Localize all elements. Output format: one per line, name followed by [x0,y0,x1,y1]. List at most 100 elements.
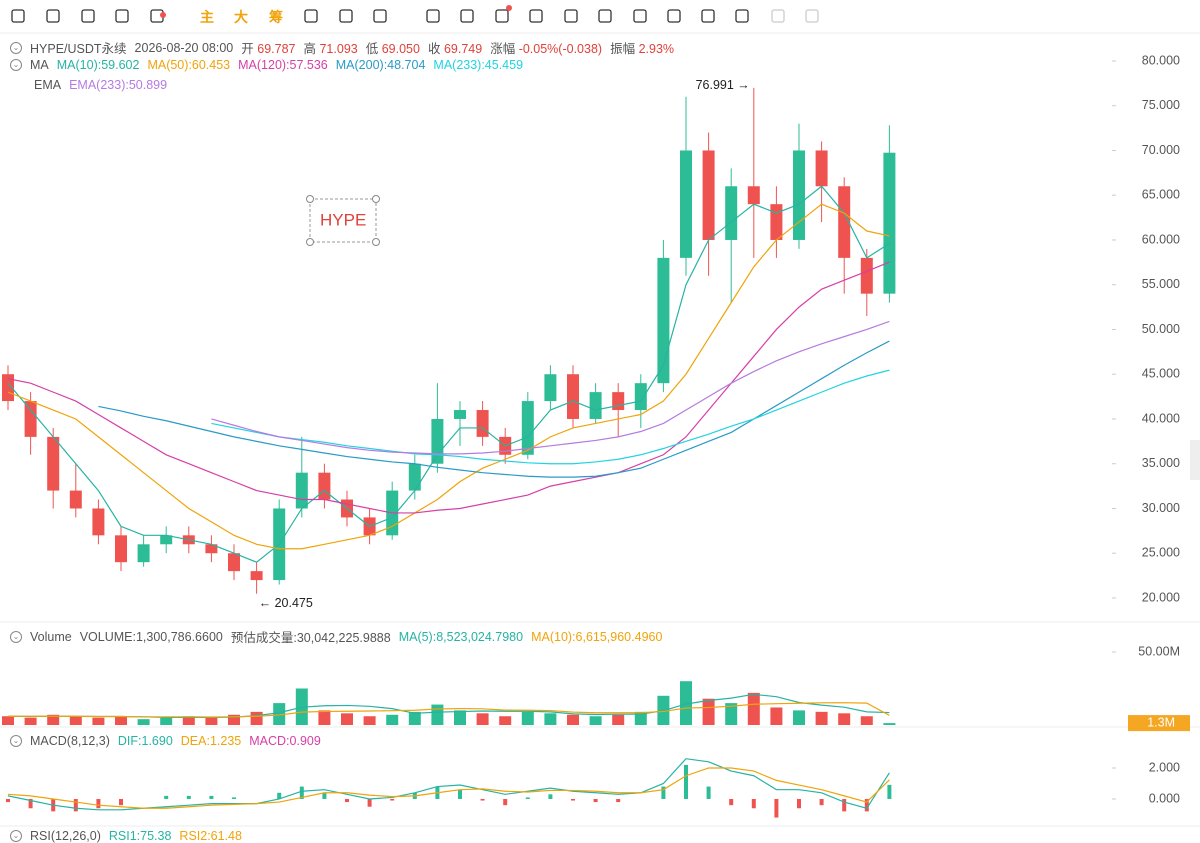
legend-entry: MA(200):48.704 [335,58,426,72]
y-tick-label: 70.000 [1142,143,1180,157]
tool-icon [46,9,60,23]
rsi-title: RSI(12,26,0) [30,829,101,843]
tool-icon [805,9,819,23]
tool-icon [304,9,318,23]
macd-bar [277,792,282,799]
collapse-icon[interactable]: ⌄ [10,735,22,747]
y-tick-label: 0.000 [1149,791,1180,805]
line [7,767,890,809]
tool-main[interactable]: 主 [200,9,214,25]
volume-bar [815,711,828,725]
volume-bar [567,714,579,725]
y-tick-label: 50.00M [1138,644,1180,658]
collapse-icon[interactable]: ⌄ [10,830,22,842]
candle-body [295,472,308,509]
field-value: 69.749 [443,42,483,56]
macd-bar [390,798,395,801]
drawing-handle [372,238,380,246]
macd-bar [819,798,824,806]
macd-bar [6,798,10,803]
macd-bar [209,795,214,799]
side-handle [1190,440,1200,480]
candle-body [160,535,173,545]
drawing-handle [372,195,380,203]
macd-legend: ⌄ MACD(8,12,3) DIF:1.690 DEA:1.235 MACD:0.… [10,734,321,748]
datetime: 2026-08-20 08:00 [134,40,234,55]
candle-body [69,490,82,509]
volume-bar [634,711,647,725]
field-label: 涨幅 [490,42,516,56]
macd-bar [751,798,756,809]
field-label: 高 [303,42,316,56]
y-tick-label: 50.000 [1142,322,1180,336]
ema-legend: EMA EMA(233):50.899 [34,78,167,92]
line [211,320,890,455]
tool-icon [373,9,387,23]
macd-bar [548,794,553,799]
tool-icon [701,9,715,23]
y-tick-label: 60.000 [1142,232,1180,246]
y-tick-label: 40.000 [1142,411,1180,425]
candle-body [680,150,692,258]
volume-bar [725,703,738,725]
collapse-icon[interactable]: ⌄ [10,41,22,54]
legend-entry: MA(10):6,615,960.4960 [531,629,663,644]
macd-bar [797,798,801,809]
volume-bar [92,717,105,725]
candle-body [115,535,127,563]
drawing-text: HYPE [320,210,366,229]
candle-body [521,401,534,455]
line [7,261,890,514]
macd-bar [299,786,304,799]
legend-entry: MA(5):8,523,024.7980 [398,629,524,644]
candle-body [47,436,60,491]
collapse-icon[interactable]: ⌄ [10,630,22,643]
field-value: 69.787 [257,42,296,56]
tool-icon [633,9,647,23]
y-tick-label: 45.000 [1142,367,1180,381]
y-tick-label: 80.000 [1142,53,1180,67]
rsi1: RSI1:75.38 [108,829,172,843]
candle-body [770,204,783,240]
tool-chip[interactable]: 筹 [269,9,283,25]
candle-body [544,374,557,402]
macd-bar [593,798,598,803]
tool-icon [667,9,681,23]
ma-title: MA [30,58,49,72]
volume-bar [544,713,557,725]
y-tick-label: 65.000 [1142,188,1180,202]
line [211,369,890,465]
volume-bar [69,716,82,725]
tool-icon [529,9,543,23]
macd-bar [842,798,847,812]
candle-body [250,571,263,581]
y-tick-label: 2.000 [1149,760,1180,774]
macd-bar [73,798,78,812]
legend-entry: EMA(233):50.899 [69,78,168,92]
macd-bar [367,798,372,807]
volume-bar [408,711,421,725]
macd-bar [729,798,734,806]
tool-icon [115,9,129,23]
macd-bar [480,798,485,801]
tool-icon [81,9,95,23]
symbol: HYPE/USDT永续 [30,42,127,56]
macd-bar [503,798,508,806]
volume-bar [476,713,489,725]
tool-big[interactable]: 大 [234,9,248,25]
legend-entry: MA(120):57.536 [238,58,328,72]
volume-bar [838,713,851,725]
high-label: 76.991 → [696,78,750,92]
legend-entry: MA(233):45.459 [433,58,524,72]
candle-body [431,418,444,464]
collapse-icon[interactable]: ⌄ [10,59,22,71]
volume-bar [182,716,195,725]
field-label: 开 [241,42,254,56]
candle-body [634,383,647,411]
candle-body [476,410,489,437]
macd-bar [345,798,349,803]
volume-bar [228,714,240,725]
macd-bar [186,795,191,799]
volume-bar [160,717,173,725]
macd-bar [458,789,462,799]
